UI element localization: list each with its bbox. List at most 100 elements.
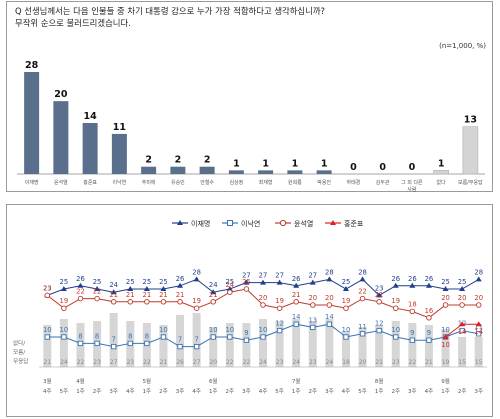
none-bar-value: 20 <box>359 359 367 366</box>
category-label: 유승민 <box>171 179 185 186</box>
data-label: 9 <box>410 329 414 337</box>
data-label: 26 <box>408 275 417 283</box>
data-label: 8 <box>95 332 99 340</box>
category-label: 최재형 <box>259 179 273 186</box>
none-bar-value: 22 <box>243 359 251 366</box>
week-label: 4주 <box>192 388 201 395</box>
none-bar <box>59 319 68 367</box>
bar-axis-label: 모름/ <box>13 349 25 356</box>
data-point <box>409 337 415 343</box>
week-label: 2주 <box>391 388 400 395</box>
week-label: 4주 <box>259 388 268 395</box>
data-label: 20 <box>441 294 450 302</box>
data-point <box>426 337 432 343</box>
data-label: 26 <box>425 275 434 283</box>
data-point <box>77 282 84 288</box>
question-subtext: 무작위 순으로 불러드리겠습니다. <box>15 18 131 28</box>
data-label: 26 <box>292 275 301 283</box>
data-point <box>243 279 250 285</box>
none-bar-value: 19 <box>442 359 450 366</box>
data-point <box>276 279 283 285</box>
none-bar-value: 18 <box>342 359 350 366</box>
data-point <box>293 282 300 288</box>
data-label: 7 <box>112 336 116 344</box>
bar-value-label: 0 <box>409 162 416 173</box>
data-label: 11 <box>474 323 483 331</box>
data-label: 10 <box>60 326 69 334</box>
data-point <box>94 340 100 347</box>
category-label: 사람 <box>407 186 417 193</box>
data-point <box>127 299 134 305</box>
data-label: 14 <box>474 328 483 336</box>
data-point <box>293 299 299 305</box>
data-point <box>210 289 217 295</box>
none-bar <box>242 323 251 367</box>
data-label: 21 <box>143 291 152 299</box>
month-label: 4월 <box>76 377 85 385</box>
candidate-bar-chart: 28이재명20윤석열14홍준표11이낙연2추미애2유승민2안철수1심상정1최재형… <box>17 60 485 193</box>
data-label: 19 <box>342 297 351 305</box>
data-label: 8 <box>78 332 82 340</box>
data-label: 27 <box>242 272 251 280</box>
week-label: 2주 <box>93 388 102 395</box>
data-label: 24 <box>209 281 218 289</box>
category-label: 그 외 다른 <box>401 179 423 186</box>
none-bar <box>225 323 234 367</box>
data-point <box>293 321 299 327</box>
legend-label: 이낙연 <box>241 219 260 228</box>
data-label: 25 <box>441 278 450 286</box>
week-label: 3주 <box>474 388 483 395</box>
none-bar <box>209 327 218 367</box>
data-point <box>61 305 67 311</box>
data-label: 23 <box>43 284 52 292</box>
data-label: 20 <box>325 294 334 302</box>
bar-value-label: 1 <box>233 158 240 169</box>
data-label: 12 <box>375 320 384 328</box>
week-label: 4주 <box>126 388 135 395</box>
data-label: 25 <box>159 278 168 286</box>
data-label: 26 <box>391 275 400 283</box>
bar <box>258 170 274 174</box>
month-label: 7월 <box>292 377 301 385</box>
bar-value-label: 0 <box>350 162 357 173</box>
data-label: 27 <box>308 272 317 280</box>
legend-marker <box>279 219 287 227</box>
bar <box>316 170 332 174</box>
data-point <box>243 286 250 292</box>
category-label: 심상정 <box>229 179 243 186</box>
data-label: 25 <box>143 278 152 286</box>
legend-marker <box>227 220 233 226</box>
data-label: 22 <box>358 288 367 296</box>
bar-value-label: 20 <box>54 89 68 100</box>
data-point <box>459 321 466 327</box>
bar <box>433 170 449 175</box>
none-bar <box>358 327 367 367</box>
data-label: 21 <box>109 291 118 299</box>
sample-size-label: (n=1,000, %) <box>439 42 486 50</box>
month-label: 9월 <box>441 377 450 385</box>
bar-value-label: 28 <box>25 60 39 71</box>
data-label: 8 <box>145 332 149 340</box>
data-point <box>475 276 482 282</box>
data-label: 10 <box>225 326 234 334</box>
data-point <box>177 343 183 350</box>
data-point <box>342 286 349 291</box>
data-point <box>94 295 100 302</box>
data-point <box>276 327 283 334</box>
data-point <box>193 343 200 350</box>
legend-marker <box>177 220 183 225</box>
none-bar-value: 24 <box>60 359 68 366</box>
week-label: 5주 <box>358 388 367 395</box>
month-label: 6월 <box>209 377 218 385</box>
none-bar-value: 22 <box>409 359 417 366</box>
data-point <box>227 334 233 340</box>
data-point <box>409 308 416 315</box>
bar <box>170 166 186 174</box>
data-label: 14 <box>458 328 467 336</box>
data-label: 25 <box>458 278 467 286</box>
data-point <box>376 327 382 334</box>
bar-value-label: 0 <box>379 162 386 173</box>
week-label: 3주 <box>242 388 251 395</box>
data-label: 28 <box>325 268 334 276</box>
category-label: 하태경 <box>346 179 360 186</box>
